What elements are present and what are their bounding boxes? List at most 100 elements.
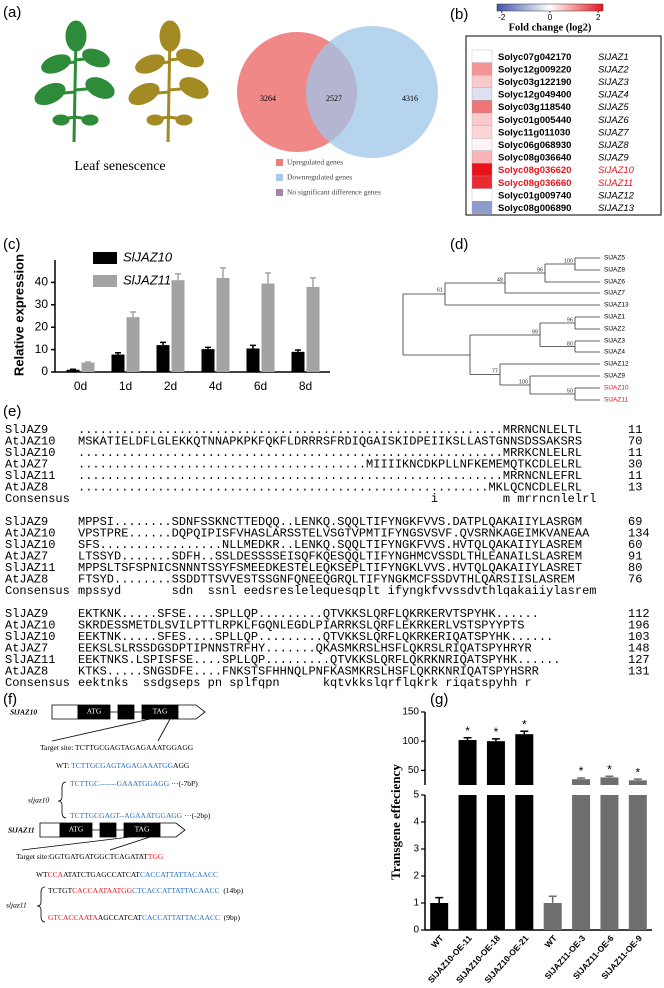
bootstrap-value: 100 [564,258,573,264]
bar [201,349,215,372]
sequence-name: SlJAZ11 [5,561,55,575]
significance-mark: * [607,762,612,776]
bootstrap-value: 48 [497,277,503,283]
gene-id: Solyc06g068930 [498,140,571,151]
sequence: EKTKNK.....SFSE....SPLLQP.........QTVKKS… [78,607,539,621]
error-bar [160,341,166,346]
significance-mark: * [635,765,640,779]
bar [66,369,80,372]
heatmap-cell [471,62,493,76]
sequence-name: AtJAZ8 [5,573,48,587]
bar [291,351,305,372]
sequence: EEKTNKS.LSPISFSE....SPLLQP.........QTVKK… [78,653,560,667]
bar [246,348,260,372]
gene-id: Solyc08g006890 [498,203,571,214]
bootstrap-value: 99 [532,329,538,335]
x-tick-label: WT [429,933,446,950]
panel-label: (b) [450,6,468,23]
sequence: EEKTNK.....SFES....SPLLQP.........QTVKKS… [78,630,553,644]
gene-structure [21,704,206,923]
gene-id: Solyc11g011030 [498,127,570,138]
gene-name: SlJAZ3 [598,77,629,88]
heatmap-cell [471,201,493,214]
sequence-part: Target site: [40,743,75,752]
legend-swatch [276,159,283,166]
colorbar-label: Fold change (log2) [509,22,592,33]
panel-label: (g) [430,691,448,708]
error-bar [265,272,271,284]
sequence-part: CACCATTATTACAACC [142,913,220,922]
sequence-part: AGG [173,761,190,770]
bootstrap-value: 96 [567,317,573,323]
gene-name: SlJAZ4 [598,90,629,101]
gene-name: SlJAZ11 [598,178,633,189]
y-tick-label: 10 [35,342,49,356]
bootstrap-value: 100 [519,379,528,385]
mutant-name: sljaz11 [6,901,27,910]
colorbar-tick-label: 2 [596,13,601,22]
bar [81,362,95,372]
bar [111,354,125,372]
sequence-name: AtJAZ7 [5,550,48,564]
sequence-name: AtJAZ8 [5,481,48,495]
sequence: MPPSLTSFSPNICSNNNTSSYFSMEEDKESTELEQKSEPL… [78,561,582,575]
gene-name: SlJAZ10 [598,165,635,176]
error-bar [548,895,557,903]
legend-label: SlJAZ10 [123,249,173,264]
error-bar [633,778,642,781]
sequence-part: GTCACCAATA [48,913,98,922]
leaf-label: SlJAZ3 [604,338,625,345]
sequence-end: 11 [628,469,642,483]
sequence: ........................................… [78,423,582,437]
x-tick-label: 1d [119,379,132,393]
sequence-end: 60 [628,538,642,552]
x-tick-label: 2d [164,379,177,393]
tree-branches [402,257,600,401]
leaf-label: SlJAZ12 [604,361,629,368]
colorbar-tick-label: -2 [498,13,506,22]
gene-id: Solyc12g009220 [498,64,571,75]
x-tick-label: 6d [254,379,267,393]
bar [543,903,562,930]
heatmap-cell [471,87,493,101]
error-bar [205,346,211,350]
sequence-end: 196 [628,619,650,633]
sequence-line: TCTGTCACCAATAATGGCTCACCATTATTACAACC (14b… [48,886,244,895]
bar-upper [486,741,505,785]
sequence-part: (9bp) [220,913,240,922]
significance-mark: * [579,764,584,778]
bar-upper [600,777,619,785]
sequence-line: GTCACCAATAAGCCATCATCACCATTATTACAACC (9bp… [48,913,240,922]
heatmap-cell [471,75,493,88]
sequence-name: AtJAZ10 [5,619,55,633]
venn-down [306,26,438,158]
y-axis-label: Relative expression [11,254,26,376]
bootstrap-value: 50 [567,388,573,394]
leaf-label: SlJAZ8 [604,267,625,274]
bootstrap-value: 77 [492,368,498,374]
bar [430,903,449,930]
sequence-name: SlJAZ10 [5,446,55,460]
sequence-name: SlJAZ9 [5,607,48,621]
sequence-end: 134 [628,527,650,541]
gene-id: Solyc01g009740 [498,190,571,201]
heatmap-cell [471,138,493,151]
sequence-name: SlJAZ10 [5,538,55,552]
gene-name: SlJAZ6 [598,115,629,126]
leaf-label: SlJAZ6 [604,279,625,286]
error-bar [220,267,226,278]
colorbar [496,3,604,12]
gene-name: SlJAZ5 [598,102,629,113]
leaf-label: SlJAZ10 [604,385,629,392]
sequence: ........................................… [78,446,582,460]
sequence-end: 112 [628,607,650,621]
sequence: ........................................… [78,458,582,472]
panel-label: (c) [3,236,21,253]
sequence-end: 127 [628,653,650,667]
sequence-part: (14bp) [220,886,244,895]
bar-lower [572,795,591,930]
bar [306,286,320,372]
panel-label: (d) [450,236,468,253]
sequence-name: AtJAZ10 [5,435,55,449]
